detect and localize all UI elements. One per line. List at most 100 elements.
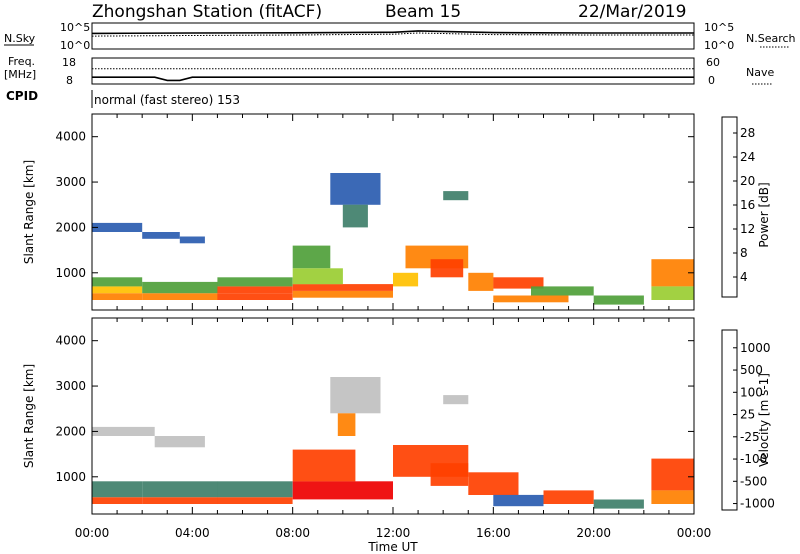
- power-panel-cell: [531, 286, 594, 296]
- power-panel-cell: [342, 204, 368, 228]
- power-panel-cell: [330, 173, 381, 205]
- cpid-label: CPID: [6, 89, 38, 103]
- power-panel-cell: [142, 293, 218, 300]
- x-tick-label: 08:00: [275, 526, 310, 540]
- colorbar-frame: [721, 329, 738, 511]
- colorbar-tick-label: 8: [740, 246, 748, 260]
- x-axis: 00:00 04:00 08:00 12:00 16:00 20:00 00:00: [75, 526, 712, 540]
- velocity-panel-cell: [443, 395, 469, 405]
- freq-left-tick-top: 18: [62, 56, 76, 69]
- power-panel-cell: [292, 245, 331, 269]
- power-panel-cell: [651, 259, 694, 287]
- x-tick-label: 04:00: [175, 526, 210, 540]
- power-panel-cell: [217, 277, 293, 287]
- power-colorbar: 4 8 12 16 20 24 28 Power [dB]: [721, 116, 771, 298]
- colorbar-tick-label: 100: [740, 385, 763, 399]
- velocity-colorbar-title: Velocity [m s-1]: [757, 373, 771, 467]
- freq-right-tick-bottom: 0: [708, 74, 715, 87]
- velocity-panel-cell: [142, 481, 218, 498]
- colorbar-tick-label: 4: [740, 270, 748, 284]
- y-tick-label: 2000: [55, 424, 86, 438]
- noise-right-tick-top: 10^5: [704, 21, 734, 34]
- noise-series-nsky: [91, 30, 694, 35]
- velocity-panel-cell: [493, 494, 544, 507]
- power-panel-cell: [493, 295, 569, 303]
- velocity-colorbar: 1000 500 100 25 -25 -100 -500 -1000 Velocity [m …: [721, 329, 775, 511]
- cpid-text: normal (fast stereo) 153: [94, 93, 240, 107]
- power-panel-cell: [393, 272, 419, 287]
- power-panel: 1000 2000 3000 4000 Slant Range [km]: [22, 113, 695, 311]
- power-panel-cell: [92, 286, 143, 294]
- colorbar-tick-label: 16: [740, 198, 755, 212]
- noise-right-tick-bottom: 10^0: [704, 39, 734, 52]
- noise-left-tick-bottom: 10^0: [60, 39, 90, 52]
- freq-label: Freq.: [8, 55, 35, 68]
- power-panel-cell: [292, 284, 393, 291]
- x-tick-label: 12:00: [376, 526, 411, 540]
- power-panel-cell: [142, 232, 180, 239]
- nsearch-label: N.Search: [746, 32, 796, 45]
- y-tick-label: 1000: [55, 470, 86, 484]
- velocity-panel-cell: [217, 481, 293, 498]
- y-tick-label: 2000: [55, 220, 86, 234]
- x-tick-label: 00:00: [677, 526, 712, 540]
- freq-panel-frame: [91, 57, 695, 85]
- freq-series: [92, 76, 694, 82]
- colorbar-tick-label: -25: [740, 430, 760, 444]
- power-panel-cell: [179, 236, 205, 244]
- velocity-panel-cell: [292, 449, 356, 482]
- power-panel-cell: [92, 293, 143, 300]
- colorbar-tick-label: -1000: [740, 497, 775, 511]
- x-tick-label: 20:00: [576, 526, 611, 540]
- power-panel-cell: [217, 293, 293, 300]
- station-title: Zhongshan Station (fitACF): [92, 2, 322, 22]
- velocity-panel-cell: [651, 490, 694, 504]
- velocity-panel-cell: [651, 458, 694, 491]
- power-panel-cell: [217, 286, 293, 294]
- noise-left-tick-top: 10^5: [60, 21, 90, 34]
- colorbar-tick-label: 20: [740, 174, 755, 188]
- colorbar-tick-label: 12: [740, 222, 755, 236]
- colorbar-tick-label: 500: [740, 363, 763, 377]
- power-panel-cell: [651, 286, 694, 300]
- nave-label: Nave: [746, 66, 774, 79]
- freq-unit-label: [MHz]: [4, 68, 36, 81]
- power-panel-cell: [92, 222, 143, 232]
- power-panel-cell: [92, 277, 143, 287]
- y-axis-title: Slant Range [km]: [22, 364, 36, 468]
- power-panel-cell: [430, 259, 464, 278]
- velocity-panel-cell: [92, 497, 143, 504]
- freq-right-tick-top: 60: [706, 56, 720, 69]
- colorbar-tick-label: -100: [740, 452, 767, 466]
- colorbar-tick-label: 24: [740, 150, 755, 164]
- freq-lines: [92, 68, 694, 82]
- x-axis-title: Time UT: [367, 540, 418, 554]
- power-panel-cell: [593, 295, 644, 305]
- nsky-label: N.Sky: [4, 32, 36, 45]
- velocity-panel: 1000 2000 3000 4000 Slant Range [km]: [22, 317, 695, 515]
- power-panel-cell: [292, 268, 343, 285]
- y-tick-label: 3000: [55, 379, 86, 393]
- power-panel-cell: [468, 272, 494, 291]
- power-colorbar-title: Power [dB]: [757, 182, 771, 247]
- velocity-panel-cell: [92, 481, 143, 498]
- velocity-panel-cell: [337, 413, 356, 436]
- y-tick-label: 3000: [55, 175, 86, 189]
- power-panel-cell: [493, 277, 544, 289]
- velocity-panel-cell: [430, 463, 469, 486]
- y-tick-label: 4000: [55, 334, 86, 348]
- y-tick-label: 1000: [55, 266, 86, 280]
- velocity-panel-cell: [330, 377, 381, 414]
- colorbar-tick-label: 28: [740, 126, 755, 140]
- date-label: 22/Mar/2019: [578, 2, 686, 22]
- noise-series-nsearch: [91, 32, 694, 37]
- velocity-panel-cell: [92, 426, 155, 436]
- velocity-panel-cell: [217, 497, 293, 504]
- x-tick-label: 16:00: [476, 526, 511, 540]
- y-tick-label: 4000: [55, 130, 86, 144]
- noise-lines: [91, 30, 694, 37]
- velocity-panel-cell: [142, 497, 218, 504]
- velocity-panel-cell: [543, 490, 594, 504]
- velocity-panel-cell: [593, 499, 644, 509]
